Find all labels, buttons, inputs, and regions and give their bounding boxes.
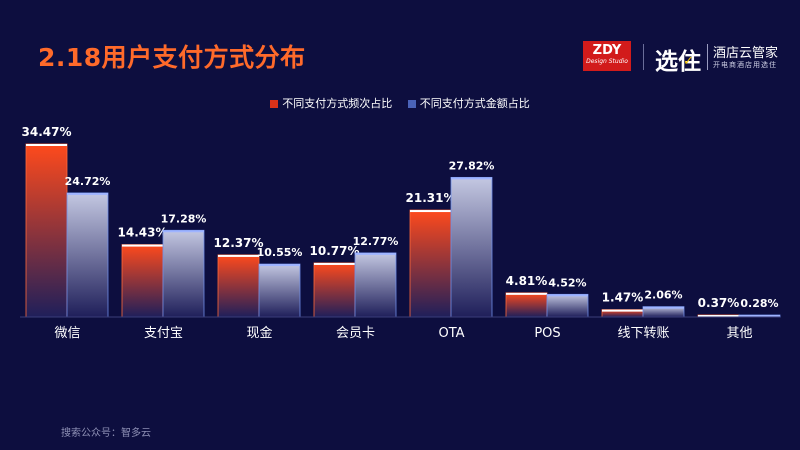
- data-label-frequency-0: 34.47%: [22, 125, 72, 139]
- bar-cap-amount-3: [355, 252, 396, 255]
- chart-legend: 不同支付方式频次占比 不同支付方式金额占比: [0, 95, 800, 111]
- bar-amount-3: [354, 252, 397, 318]
- category-label-5: POS: [534, 326, 560, 341]
- page-title: 2.18用户支付方式分布: [38, 43, 306, 72]
- bar-frequency-4: [409, 209, 452, 318]
- bar-amount-0: [66, 192, 109, 318]
- footer-note: 搜索公众号：智多云: [61, 428, 151, 439]
- bar-amount-5: [546, 293, 589, 318]
- category-label-2: 现金: [246, 325, 272, 341]
- data-label-amount-3: 12.77%: [353, 235, 399, 248]
- data-label-frequency-3: 10.77%: [310, 244, 360, 258]
- check-icon: ✓: [683, 54, 694, 69]
- bar-cap-amount-0: [67, 192, 108, 195]
- data-label-amount-0: 24.72%: [65, 175, 111, 188]
- xuanzhu-logo: 选住 ✓: [655, 42, 701, 76]
- zdy-logo-subtext: Design Studio: [586, 58, 628, 65]
- data-label-frequency-7: 0.37%: [698, 296, 740, 310]
- xuanzhu-logo-text: 选住: [655, 49, 701, 75]
- data-label-frequency-5: 4.81%: [506, 274, 548, 288]
- bar-frequency-1: [121, 244, 164, 318]
- brand-divider: [643, 44, 644, 70]
- data-label-amount-7: 0.28%: [740, 297, 778, 310]
- bar-cap-frequency-6: [602, 309, 643, 312]
- zdy-logo: ZDY Design Studio: [583, 41, 631, 71]
- bar-cap-frequency-1: [122, 244, 163, 247]
- bar-frequency-2: [217, 254, 260, 318]
- data-label-amount-5: 4.52%: [548, 276, 586, 289]
- data-label-amount-2: 10.55%: [257, 246, 303, 259]
- legend-swatch-frequency: [270, 100, 279, 108]
- category-label-7: 其他: [726, 326, 752, 341]
- category-label-4: OTA: [438, 326, 464, 341]
- data-label-amount-6: 2.06%: [644, 289, 682, 302]
- bar-frequency-0: [25, 143, 68, 318]
- bar-frequency-5: [505, 292, 548, 318]
- data-label-frequency-4: 21.31%: [406, 191, 456, 205]
- zdy-logo-text: ZDY: [592, 43, 622, 58]
- bar-cap-amount-7: [739, 315, 780, 317]
- brand-divider-2: [707, 44, 708, 70]
- bar-cap-amount-1: [163, 230, 204, 233]
- brand-name: 酒店云管家: [713, 46, 779, 61]
- bar-cap-amount-4: [451, 177, 492, 180]
- bar-cap-amount-5: [547, 294, 588, 297]
- brand-slogan: 开电商酒店用选住: [713, 61, 777, 69]
- legend-item-frequency: 不同支付方式频次占比: [270, 95, 392, 111]
- bar-cap-frequency-7: [698, 315, 739, 317]
- data-label-frequency-1: 14.43%: [118, 226, 168, 240]
- bar-cap-frequency-3: [314, 262, 355, 265]
- legend-label-frequency: 不同支付方式频次占比: [282, 97, 393, 110]
- data-label-frequency-6: 1.47%: [602, 291, 644, 305]
- bar-cap-amount-6: [643, 306, 684, 309]
- bar-cap-frequency-0: [26, 144, 67, 146]
- bar-amount-1: [162, 229, 205, 318]
- legend-item-amount: 不同支付方式金额占比: [407, 95, 530, 111]
- bar-cap-frequency-4: [410, 210, 451, 213]
- bar-amount-2: [258, 263, 301, 318]
- data-label-frequency-2: 12.37%: [214, 236, 264, 250]
- bar-cap-frequency-2: [218, 254, 259, 257]
- category-label-0: 微信: [54, 326, 80, 341]
- bar-frequency-3: [313, 262, 356, 318]
- bar-cap-frequency-5: [506, 292, 547, 295]
- category-label-1: 支付宝: [144, 326, 183, 341]
- category-label-3: 会员卡: [336, 326, 375, 341]
- bar-cap-amount-2: [259, 264, 300, 267]
- data-label-amount-1: 17.28%: [161, 212, 207, 225]
- category-label-6: 线下转账: [617, 326, 669, 341]
- legend-swatch-amount: [407, 100, 416, 108]
- data-label-amount-4: 27.82%: [449, 159, 495, 172]
- legend-label-amount: 不同支付方式金额占比: [419, 97, 530, 110]
- bar-amount-4: [450, 176, 493, 318]
